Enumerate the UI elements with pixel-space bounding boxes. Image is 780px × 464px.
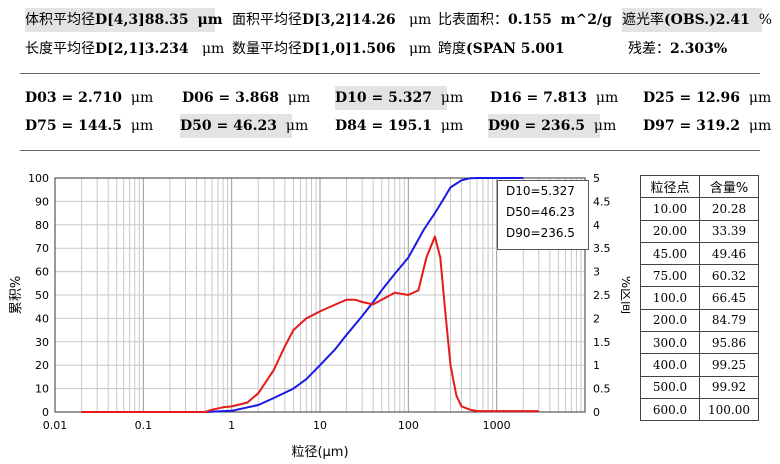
table-cell-content: 66.45 — [699, 286, 759, 310]
percentile-d06: D06 = 3.868 μm — [182, 90, 311, 106]
table-row: 75.00 60.32 — [640, 264, 759, 288]
table-cell-size: 200.0 — [640, 308, 700, 333]
divider-bottom — [20, 150, 760, 151]
y-right-tick-label: 2.5 — [593, 289, 611, 302]
y-left-tick-label: 70 — [35, 242, 49, 255]
y-right-tick-label: 3 — [593, 266, 600, 279]
x-tick-label: 100 — [398, 419, 419, 432]
table-row: 400.0 99.25 — [640, 353, 759, 377]
span-value: 跨度(SPAN 5.001 — [438, 41, 565, 57]
summary-row-1: 体积平均径D[4,3]88.35 μm 面积平均径D[3,2]14.26 μm … — [0, 8, 780, 32]
chart-legend: D10=5.327 D50=46.23 D90=236.5 — [497, 180, 589, 250]
legend-d10: D10=5.327 — [506, 184, 575, 198]
table-cell-content: 60.32 — [699, 264, 759, 288]
y-left-tick-label: 80 — [35, 219, 49, 232]
table-cell-content: 99.25 — [699, 353, 759, 377]
table-cell-size: 500.0 — [640, 375, 700, 399]
y-right-tick-label: 0 — [593, 406, 600, 419]
table-header-row: 粒径点 含量% — [640, 174, 759, 199]
y-left-tick-label: 0 — [42, 406, 49, 419]
x-tick-label: 1000 — [483, 419, 511, 432]
x-tick-label: 10 — [313, 419, 327, 432]
table-cell-content: 49.46 — [699, 241, 759, 266]
percentile-d03: D03 = 2.710 μm — [25, 90, 154, 106]
percentile-row-2: D75 = 144.5 μm D50 = 46.23 μm D84 = 195.… — [0, 114, 780, 138]
x-axis-label: 粒径(μm) — [291, 445, 348, 460]
table-cell-content: 33.39 — [699, 219, 759, 243]
table-row: 500.0 99.92 — [640, 375, 759, 399]
table-cell-content: 100.00 — [699, 397, 759, 422]
y-left-tick-label: 60 — [35, 266, 49, 279]
table-cell-size: 20.00 — [640, 219, 700, 243]
y-right-tick-label: 5 — [593, 172, 600, 185]
plot-frame — [54, 177, 586, 413]
table-cell-content: 95.86 — [699, 331, 759, 355]
specific-surface-area: 比表面积：0.155 m^2/g — [438, 12, 612, 28]
area-mean-diameter: 面积平均径D[3,2]14.26 μm — [232, 12, 432, 28]
table-row: 300.0 95.86 — [640, 331, 759, 355]
y-left-tick-label: 10 — [35, 383, 49, 396]
x-tick-label: 0.1 — [135, 419, 153, 432]
percentile-d16: D16 = 7.813 μm — [490, 90, 619, 106]
table-header-content: 含量% — [699, 174, 759, 199]
particle-size-chart: 010203040506070809010000.511.522.533.544… — [9, 172, 630, 460]
legend-d50: D50=46.23 — [506, 205, 575, 219]
obscuration: 遮光率(OBS.)2.41 % — [622, 8, 772, 32]
percentile-row-1: D03 = 2.710 μm D06 = 3.868 μm D10 = 5.32… — [0, 86, 780, 110]
percentile-d25: D25 = 12.96 μm — [643, 90, 772, 106]
y-right-tick-label: 4 — [593, 219, 600, 232]
table-row: 20.00 33.39 — [640, 219, 759, 243]
y-left-tick-label: 30 — [35, 336, 49, 349]
table-row: 10.00 20.28 — [640, 197, 759, 221]
table-header-size: 粒径点 — [640, 174, 700, 199]
y-right-axis-label: %区间 — [618, 276, 630, 314]
table-cell-size: 600.0 — [640, 397, 700, 422]
table-cell-size: 100.0 — [640, 286, 700, 310]
size-content-table: 粒径点 含量% 10.00 20.28 20.00 33.39 45.00 49.46… — [640, 174, 759, 422]
y-right-tick-label: 1 — [593, 359, 600, 372]
y-right-tick-label: 0.5 — [593, 383, 611, 396]
percentile-d97: D97 = 319.2 μm — [643, 118, 772, 134]
cumulative-series-line — [81, 177, 524, 413]
volume-mean-diameter: 体积平均径D[4,3]88.35 μm — [25, 8, 223, 32]
residual: 残差：2.303% — [628, 41, 728, 57]
table-row: 600.0 100.00 — [640, 397, 759, 422]
percentile-d84: D84 = 195.1 μm — [335, 118, 464, 134]
table-row: 45.00 49.46 — [640, 241, 759, 266]
y-right-tick-label: 2 — [593, 312, 600, 325]
y-right-tick-label: 3.5 — [593, 242, 611, 255]
percentile-d50: D50 = 46.23 μm — [180, 114, 308, 138]
y-right-tick-label: 4.5 — [593, 195, 611, 208]
y-left-tick-label: 20 — [35, 359, 49, 372]
y-left-tick-label: 90 — [35, 195, 49, 208]
summary-row-2: 长度平均径D[2,1]3.234 μm 数量平均径D[1,0]1.506 μm … — [0, 37, 780, 61]
y-left-tick-label: 40 — [35, 312, 49, 325]
percentile-d10: D10 = 5.327 μm — [335, 86, 463, 110]
legend-d90: D90=236.5 — [506, 226, 575, 240]
table-cell-size: 300.0 — [640, 331, 700, 355]
table-cell-size: 75.00 — [640, 264, 700, 288]
table-row: 200.0 84.79 — [640, 308, 759, 333]
x-tick-label: 0.01 — [43, 419, 68, 432]
table-cell-content: 20.28 — [699, 197, 759, 221]
table-row: 100.0 66.45 — [640, 286, 759, 310]
table-cell-size: 10.00 — [640, 197, 700, 221]
table-cell-size: 400.0 — [640, 353, 700, 377]
table-cell-size: 45.00 — [640, 241, 700, 266]
table-cell-content: 84.79 — [699, 308, 759, 333]
y-left-tick-label: 50 — [35, 289, 49, 302]
x-tick-label: 1 — [228, 419, 235, 432]
length-mean-diameter: 长度平均径D[2,1]3.234 μm — [25, 41, 225, 57]
number-mean-diameter: 数量平均径D[1,0]1.506 μm — [232, 41, 432, 57]
interval-series-line — [81, 235, 539, 413]
y-left-tick-label: 100 — [28, 172, 49, 185]
percentile-d90: D90 = 236.5 μm — [488, 114, 616, 138]
divider-top — [20, 73, 760, 74]
table-cell-content: 99.92 — [699, 375, 759, 399]
y-left-axis-label: 累积% — [9, 276, 24, 314]
y-right-tick-label: 1.5 — [593, 336, 611, 349]
percentile-d75: D75 = 144.5 μm — [25, 118, 154, 134]
